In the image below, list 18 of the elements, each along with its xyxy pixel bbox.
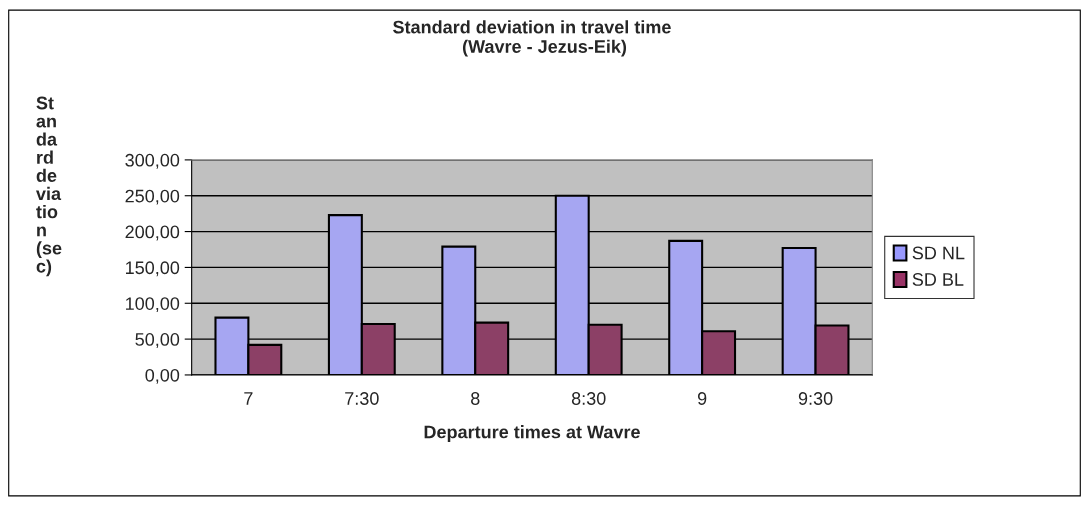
y-tick-label: 0,00 xyxy=(145,368,180,384)
x-tick-label: 7 xyxy=(244,392,253,405)
x-tick-label: 9 xyxy=(697,392,707,405)
legend-label: SD NL xyxy=(912,246,965,260)
chart-title: Standard deviation in travel time (Wavre - Jezus-Eik) xyxy=(393,20,671,57)
y-tick-label: 50,00 xyxy=(135,333,180,348)
x-tick-label: 8 xyxy=(471,392,480,405)
x-axis-title: Departure times at Wavre xyxy=(424,425,640,442)
y-tick-label: 200,00 xyxy=(125,225,180,241)
y-tick-label: 300,00 xyxy=(125,153,180,169)
legend-label: SD BL xyxy=(912,273,964,286)
text: St an da rd de via tio n (se c) xyxy=(36,96,62,277)
y-tick-label: 100,00 xyxy=(126,297,180,313)
y-tick-label: 150,00 xyxy=(126,261,180,277)
y-tick-label: 250,00 xyxy=(125,189,180,205)
x-tick-label: 8:30 xyxy=(571,392,606,405)
x-tick-label: 9:30 xyxy=(798,392,833,405)
x-tick-label: 7:30 xyxy=(345,392,379,405)
